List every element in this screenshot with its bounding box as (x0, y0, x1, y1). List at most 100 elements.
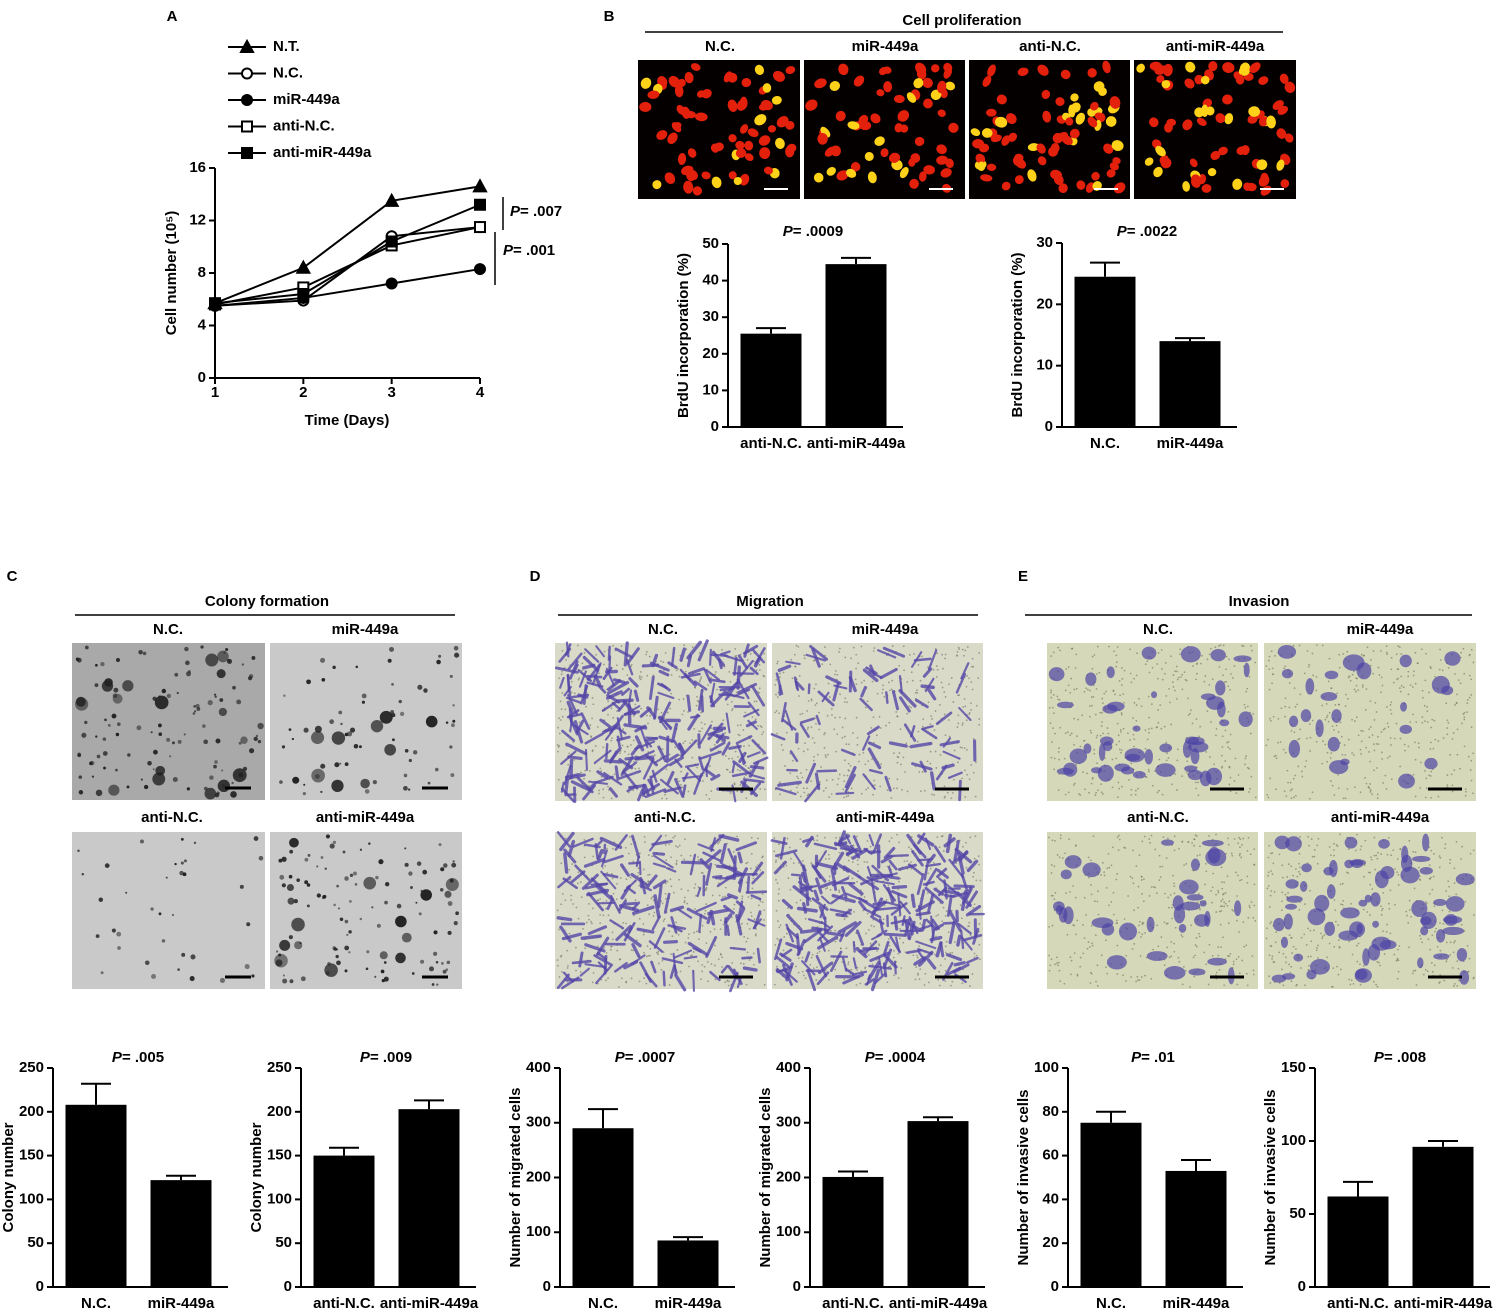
pore (789, 789, 792, 792)
colony (436, 983, 439, 986)
pore (1195, 937, 1198, 939)
pore (1057, 751, 1060, 753)
cell (887, 865, 893, 877)
cell (683, 673, 698, 687)
pore (1195, 672, 1198, 675)
pore (1317, 837, 1320, 840)
cell (878, 906, 901, 911)
pore (1357, 942, 1360, 945)
pore (1199, 662, 1202, 665)
pore (1429, 665, 1432, 668)
pore (943, 691, 946, 693)
pore (675, 845, 677, 848)
pore (888, 864, 891, 867)
pore (1227, 685, 1230, 688)
cell (582, 784, 596, 801)
pore (697, 938, 700, 941)
pore (1168, 956, 1171, 959)
pore (1244, 757, 1247, 760)
pore (827, 753, 829, 756)
pore (577, 678, 580, 681)
pore (1170, 655, 1172, 658)
pore (845, 900, 847, 903)
pore (1453, 769, 1456, 772)
pore (1112, 689, 1115, 692)
pore (1251, 955, 1254, 957)
colony (416, 861, 422, 866)
pore (1190, 924, 1193, 927)
pore (1083, 937, 1086, 940)
series-line (214, 203, 481, 305)
pore (611, 931, 614, 934)
pore (879, 785, 882, 788)
pore (1271, 873, 1274, 876)
pore (1147, 770, 1150, 773)
pore (604, 865, 606, 867)
pore (1089, 971, 1092, 974)
pore (1400, 684, 1403, 687)
cell (897, 893, 902, 916)
pore (1135, 865, 1138, 867)
pore (1073, 952, 1076, 955)
cell (876, 929, 888, 937)
pore (1228, 955, 1231, 958)
cell (686, 654, 693, 668)
cell-cluster (1288, 715, 1299, 728)
pore (1076, 735, 1078, 738)
pore (910, 706, 912, 709)
pore (1220, 910, 1223, 912)
pore (1239, 879, 1241, 882)
pore (1144, 729, 1147, 732)
pore (803, 791, 806, 794)
cell (678, 743, 685, 757)
pore (824, 732, 826, 734)
pore (804, 917, 807, 920)
nucleus (1090, 101, 1099, 111)
pore (1394, 868, 1396, 870)
cell (924, 886, 944, 904)
pore (1460, 857, 1463, 860)
pore (802, 787, 805, 790)
colony (420, 889, 432, 901)
pore (1065, 892, 1067, 895)
pore (699, 677, 702, 680)
cell-cluster (1184, 765, 1198, 773)
pore (1437, 795, 1440, 798)
colony (384, 743, 396, 756)
pore (1211, 886, 1214, 889)
pore (761, 893, 764, 895)
pore (649, 954, 652, 957)
cell-cluster (1326, 884, 1336, 899)
pore (615, 898, 618, 901)
cell (901, 915, 906, 927)
pore (680, 770, 683, 773)
pore (1359, 748, 1362, 751)
pore (1378, 674, 1381, 676)
pore (972, 771, 975, 774)
pore (827, 949, 830, 952)
pore (625, 878, 628, 881)
pore (1194, 954, 1196, 957)
pore (1196, 662, 1199, 665)
pore (1383, 953, 1386, 955)
pore (834, 940, 837, 943)
pore (668, 930, 671, 933)
pore (944, 945, 947, 948)
pore (1457, 979, 1460, 982)
cell (872, 833, 883, 854)
pore (1117, 781, 1120, 784)
colony (445, 721, 449, 724)
pore (1277, 741, 1279, 744)
micrograph (1047, 832, 1258, 989)
pore (1351, 953, 1354, 956)
pore (661, 748, 664, 751)
cell (737, 654, 748, 669)
marker (385, 235, 398, 248)
pore (1232, 963, 1235, 966)
pore (634, 899, 637, 902)
pore (1049, 964, 1052, 967)
pore (1459, 767, 1461, 770)
pore (1369, 760, 1372, 763)
pore (782, 749, 784, 751)
cell (603, 772, 623, 786)
